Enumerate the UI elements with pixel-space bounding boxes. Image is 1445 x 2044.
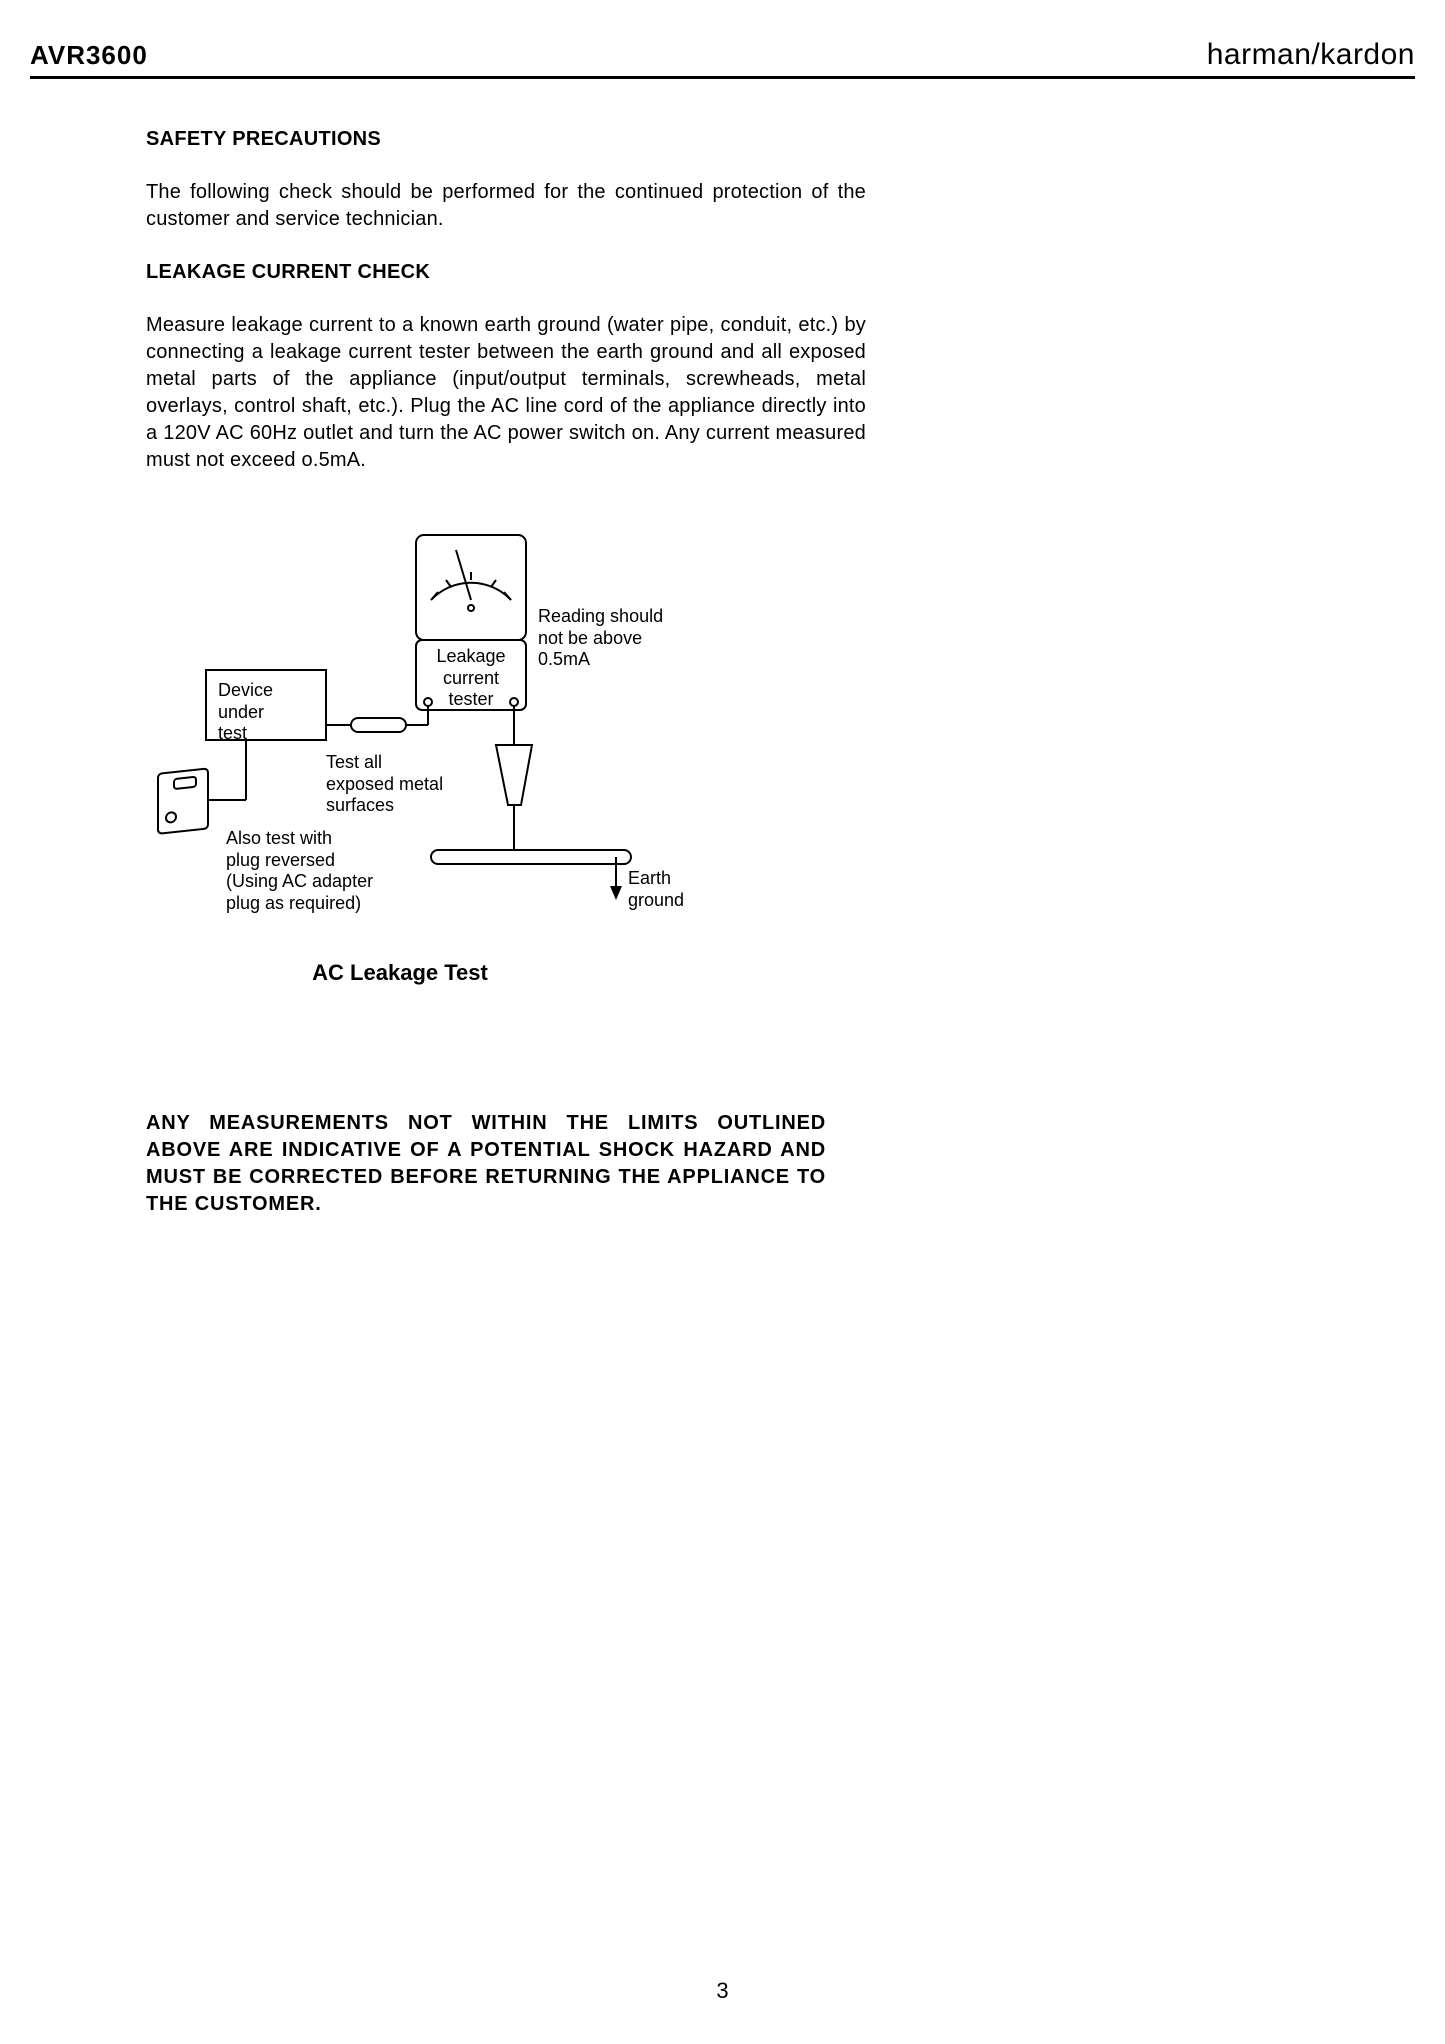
- brand-logo-text: harman/kardon: [1207, 38, 1415, 72]
- diagram-label-device: Device under test: [218, 680, 273, 745]
- diagram-caption: AC Leakage Test: [200, 960, 600, 986]
- leakage-body: Measure leakage current to a known earth…: [146, 312, 866, 474]
- model-number: AVR3600: [30, 40, 148, 71]
- safety-intro: The following check should be performed …: [146, 179, 866, 233]
- page-header: AVR3600 harman/kardon: [30, 38, 1415, 72]
- content-column: SAFETY PRECAUTIONS The following check s…: [146, 128, 866, 474]
- safety-heading: SAFETY PRECAUTIONS: [146, 128, 866, 151]
- diagram-label-plug-note: Also test with plug reversed (Using AC a…: [226, 828, 373, 914]
- leakage-diagram: Device under test Leakage current tester…: [146, 530, 866, 955]
- warning-paragraph: ANY MEASUREMENTS NOT WITHIN THE LIMITS O…: [146, 1110, 826, 1218]
- page-number: 3: [0, 1978, 1445, 2004]
- leakage-heading: LEAKAGE CURRENT CHECK: [146, 261, 866, 284]
- diagram-label-surfaces: Test all exposed metal surfaces: [326, 752, 443, 817]
- diagram-label-ground: Earth ground: [628, 868, 684, 911]
- diagram-label-tester: Leakage current tester: [431, 646, 511, 711]
- diagram-label-reading: Reading should not be above 0.5mA: [538, 606, 663, 671]
- header-rule: [30, 76, 1415, 79]
